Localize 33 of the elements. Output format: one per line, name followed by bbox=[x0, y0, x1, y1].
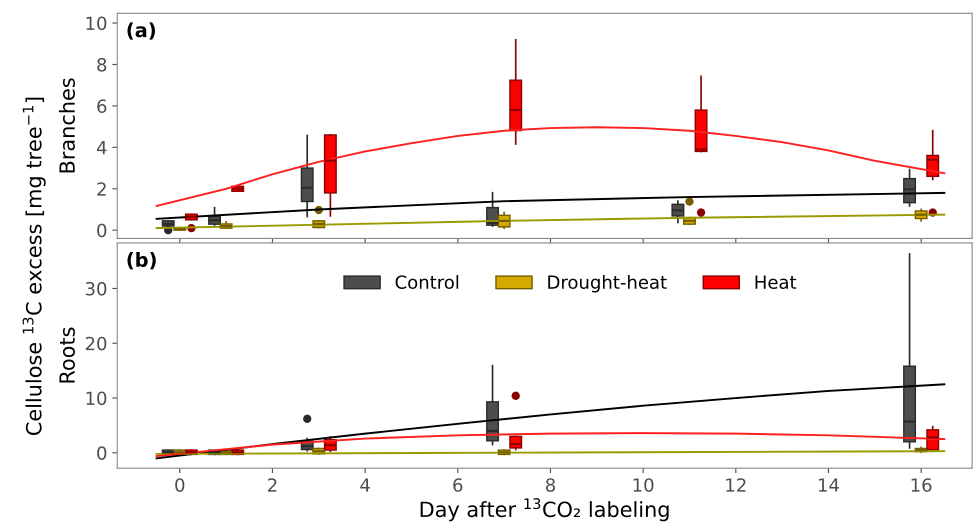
x-tick-label: 16 bbox=[912, 478, 932, 492]
legend-label: Drought-heat bbox=[548, 274, 667, 292]
y-axis-title: Roots bbox=[59, 328, 75, 383]
y-tick-label: 2 bbox=[97, 182, 106, 196]
x-axis-title: Day after $^{13}$CO₂ labeling bbox=[420, 498, 669, 522]
x-tick-label: 10 bbox=[634, 478, 654, 492]
text: Cellulose $^{13}$C excess [mg tree$^{−1}$] bbox=[22, 98, 46, 436]
chart-title: (b) bbox=[127, 252, 156, 270]
chart-title: (a) bbox=[127, 22, 156, 40]
y-tick-label: 10 bbox=[86, 391, 106, 406]
y-tick-label: 4 bbox=[96, 141, 107, 154]
y-tick-label: 20 bbox=[86, 336, 106, 350]
x-tick-label: 0 bbox=[175, 478, 184, 492]
line-series bbox=[156, 383, 946, 460]
x-tick-label: 14 bbox=[818, 478, 839, 492]
y-tick-label: 0 bbox=[97, 224, 106, 238]
x-tick-label: 12 bbox=[726, 478, 746, 492]
x-tick-label: 4 bbox=[360, 478, 370, 492]
y-tick-label: 30 bbox=[86, 282, 106, 296]
y-axis-title: Branches bbox=[58, 78, 75, 172]
legend-label: Heat bbox=[756, 276, 796, 289]
x-tick-label: 8 bbox=[546, 478, 555, 492]
y-tick-label: 0 bbox=[97, 446, 106, 460]
line-series bbox=[156, 192, 946, 220]
line-series bbox=[156, 126, 946, 207]
legend-label: Control bbox=[396, 274, 458, 289]
x-tick-label: 2 bbox=[268, 478, 276, 492]
line-series bbox=[156, 432, 946, 458]
line-series bbox=[156, 214, 946, 230]
x-tick-label: 6 bbox=[453, 478, 462, 492]
y-tick-label: 6 bbox=[97, 99, 106, 114]
y-tick-label: 8 bbox=[97, 58, 106, 72]
y-tick-label: 10 bbox=[86, 16, 106, 30]
